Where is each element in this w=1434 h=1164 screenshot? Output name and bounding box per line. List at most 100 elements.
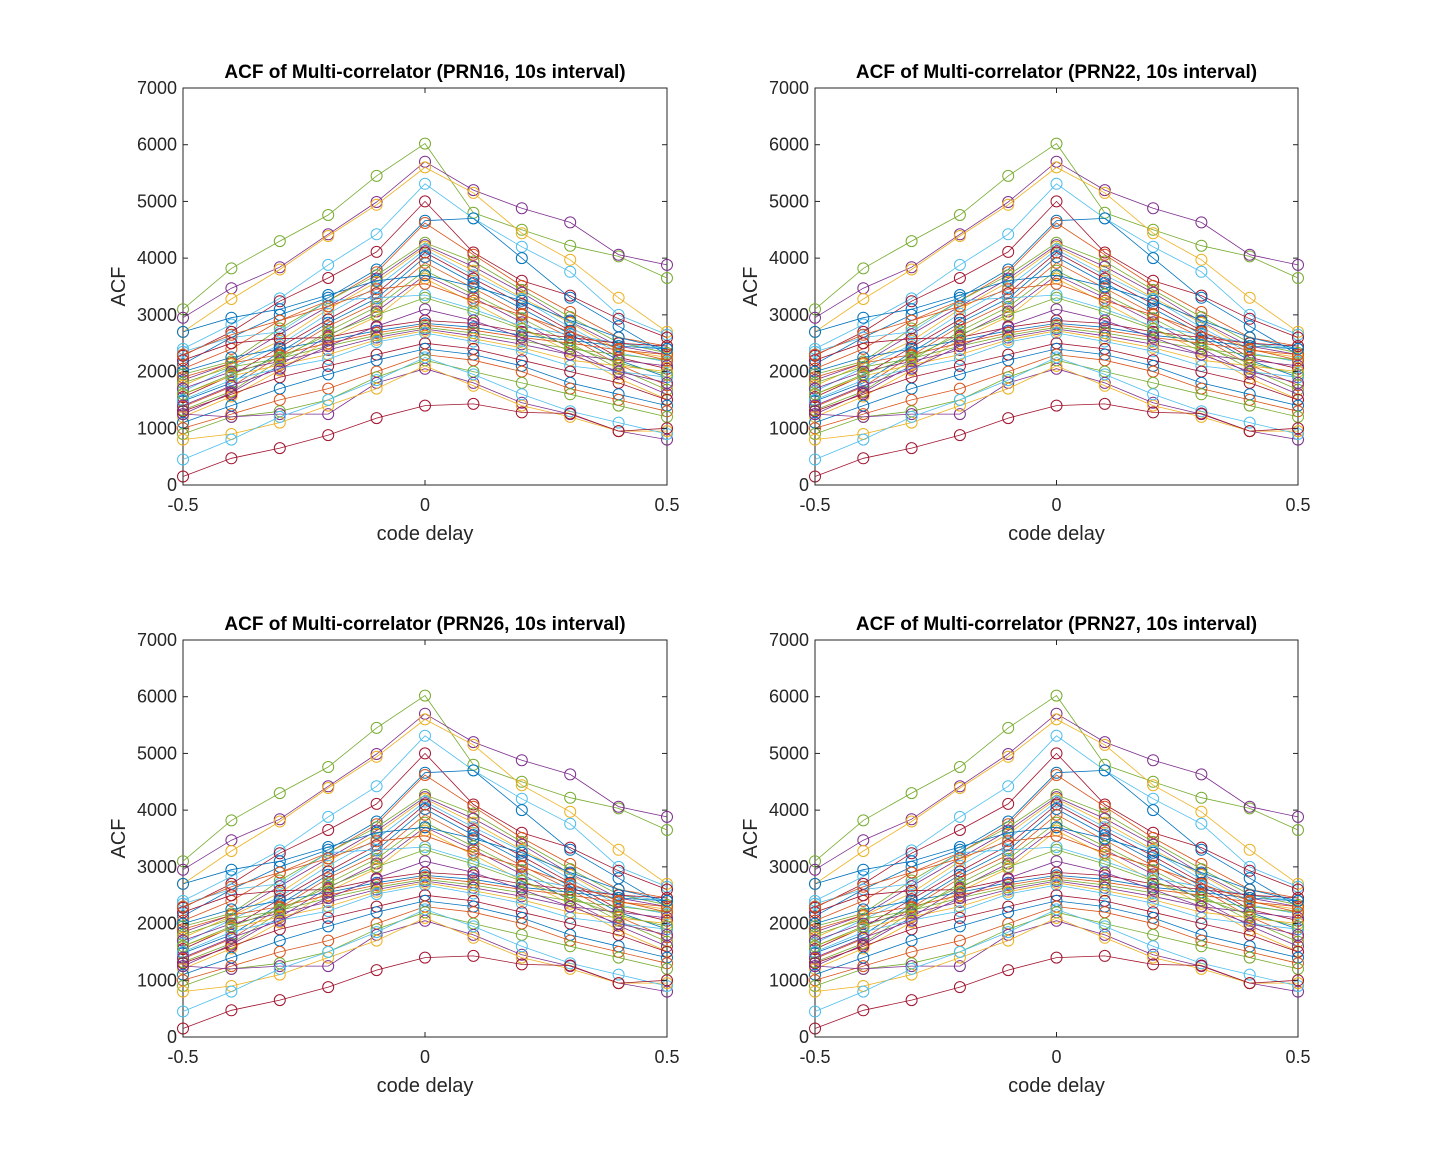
- data-point: [370, 198, 383, 211]
- data-point: [953, 865, 966, 878]
- data-point: [515, 279, 528, 292]
- data-point: [467, 928, 480, 941]
- data-point: [177, 348, 189, 361]
- data-point: [177, 951, 189, 964]
- data-point: [273, 910, 286, 923]
- data-point: [905, 884, 918, 897]
- data-point: [322, 325, 335, 338]
- data-point: [225, 433, 238, 446]
- series-33: [177, 949, 673, 1035]
- series-line: [182, 769, 668, 917]
- data-point: [905, 994, 918, 1007]
- data-point: [419, 713, 431, 726]
- data-point: [1002, 274, 1015, 287]
- data-point: [225, 452, 238, 465]
- y-tick-label: 4000: [137, 800, 177, 820]
- data-point: [322, 300, 335, 313]
- data-point: [322, 393, 335, 406]
- data-point: [612, 951, 625, 964]
- data-point: [857, 365, 870, 378]
- chart-title: ACF of Multi-correlator (PRN26, 10s inte…: [224, 614, 625, 635]
- data-point: [857, 262, 870, 275]
- data-point: [419, 359, 431, 372]
- y-tick-label: 2000: [769, 362, 809, 382]
- data-point: [809, 985, 821, 998]
- y-tick-label: 6000: [769, 135, 809, 155]
- series-line: [182, 332, 668, 401]
- series-line: [182, 695, 668, 862]
- data-point: [953, 353, 966, 366]
- data-point: [1050, 798, 1063, 811]
- chart-title: ACF of Multi-correlator (PRN16, 10s inte…: [224, 62, 625, 83]
- series-line: [182, 774, 668, 922]
- data-point: [1243, 917, 1256, 930]
- data-point: [515, 875, 528, 887]
- series-line: [814, 774, 1299, 922]
- data-point: [1292, 974, 1304, 987]
- data-point: [1002, 826, 1015, 839]
- data-point: [1050, 177, 1063, 190]
- data-point: [905, 263, 918, 276]
- data-point: [1050, 951, 1063, 964]
- data-point: [370, 872, 383, 885]
- series-line: [814, 403, 1299, 477]
- series-line: [814, 695, 1299, 862]
- data-point: [612, 342, 625, 355]
- data-point: [467, 812, 480, 825]
- data-point: [1002, 291, 1015, 304]
- data-point: [809, 399, 821, 412]
- series-line: [182, 718, 668, 885]
- series-line: [814, 330, 1299, 395]
- data-point: [1147, 252, 1160, 265]
- y-tick-label: 5000: [769, 191, 809, 211]
- data-point: [515, 341, 528, 354]
- series-line: [814, 794, 1299, 927]
- data-point: [370, 780, 383, 793]
- data-point: [322, 303, 335, 316]
- y-axis-label: ACF: [740, 819, 762, 859]
- data-point: [515, 334, 528, 347]
- data-point: [857, 917, 870, 930]
- data-point: [953, 761, 966, 773]
- data-point: [1292, 810, 1304, 823]
- chart-title: ACF of Multi-correlator (PRN22, 10s inte…: [856, 62, 1257, 83]
- data-point: [273, 866, 286, 879]
- data-point: [1243, 312, 1256, 325]
- data-point: [1292, 935, 1304, 948]
- series-32: [177, 351, 673, 466]
- data-point: [467, 306, 480, 318]
- data-point: [515, 890, 528, 903]
- data-point: [273, 884, 286, 897]
- data-point: [419, 177, 431, 190]
- data-point: [661, 906, 673, 919]
- data-point: [370, 283, 383, 296]
- data-point: [1292, 368, 1304, 381]
- data-point: [953, 429, 966, 442]
- data-point: [273, 410, 286, 423]
- series-line: [182, 166, 668, 333]
- data-point: [515, 396, 528, 409]
- data-point: [612, 425, 625, 438]
- data-point: [1243, 951, 1256, 964]
- data-point: [953, 300, 966, 313]
- series-line: [182, 884, 668, 953]
- series-35: [177, 829, 673, 919]
- data-point: [1098, 314, 1111, 327]
- data-point: [467, 738, 480, 751]
- data-point: [1243, 425, 1256, 438]
- series-layer: [809, 689, 1304, 1035]
- data-point: [467, 280, 480, 293]
- data-point: [177, 863, 189, 876]
- chart-title: ACF of Multi-correlator (PRN27, 10s inte…: [856, 614, 1257, 635]
- series-line: [814, 814, 1299, 960]
- x-tick-label: 0.5: [1285, 1047, 1310, 1067]
- data-point: [1147, 897, 1160, 910]
- data-point: [1147, 886, 1160, 899]
- data-point: [370, 274, 383, 287]
- data-point: [515, 294, 528, 307]
- x-axis-label: code delay: [1008, 523, 1105, 545]
- data-point: [953, 981, 966, 994]
